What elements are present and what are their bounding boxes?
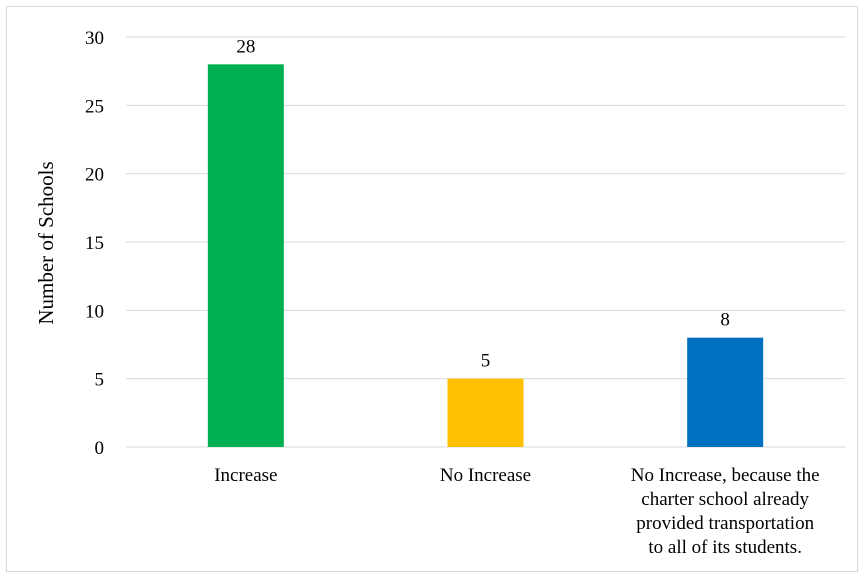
y-axis-ticks: 0 5 10 15 20 25 30 [85, 28, 104, 459]
y-axis-title: Number of Schools [34, 161, 58, 324]
x-category-label-line: provided transportation [636, 513, 814, 534]
x-category-label: Increase [214, 465, 277, 486]
bar [207, 64, 284, 448]
data-label: 5 [481, 351, 491, 372]
x-axis-categories: Increase No Increase No Increase, because … [214, 465, 819, 558]
x-category-label-line: No Increase, because the [631, 465, 820, 486]
y-tick-label: 5 [95, 370, 105, 391]
x-category-label: No Increase, because the charter school a… [631, 465, 820, 558]
y-tick-label: 10 [85, 301, 104, 322]
y-tick-label: 25 [85, 96, 104, 117]
x-category-label-line: charter school already [641, 489, 809, 510]
bars [207, 64, 764, 448]
data-label: 28 [236, 36, 255, 57]
y-tick-label: 30 [85, 28, 104, 49]
data-labels: 28 5 8 [236, 36, 730, 371]
y-tick-label: 20 [85, 165, 104, 186]
chart-frame: 0 5 10 15 20 25 30 28 5 8 Increase No Increase No … [6, 6, 858, 572]
x-category-label-line: No Increase [440, 465, 531, 486]
data-label: 8 [720, 310, 730, 331]
bar [447, 378, 524, 447]
x-category-label-line: Increase [214, 465, 277, 486]
bar-chart: 0 5 10 15 20 25 30 28 5 8 Increase No Increase No … [34, 28, 845, 558]
y-tick-label: 15 [85, 233, 104, 254]
y-tick-label: 0 [95, 438, 105, 459]
x-category-label: No Increase [440, 465, 531, 486]
x-category-label-line: to all of its students. [648, 537, 802, 558]
bar [687, 337, 764, 447]
